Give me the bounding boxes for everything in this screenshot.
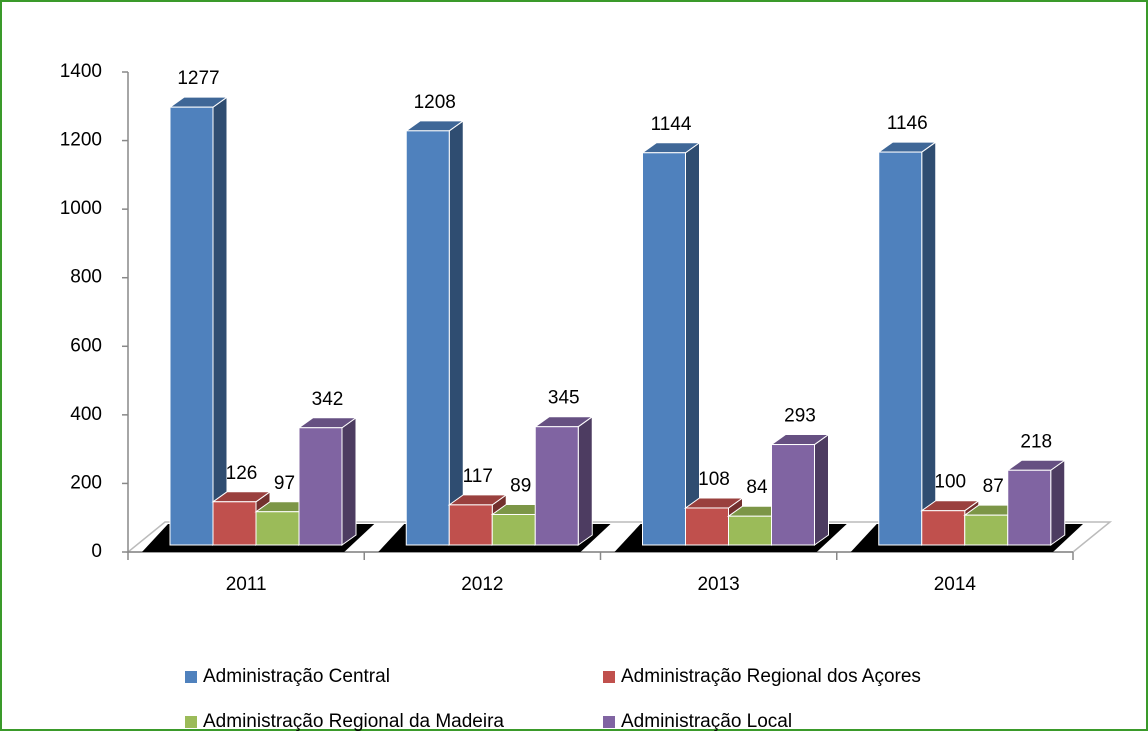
legend-label: Administração Regional da Madeira — [203, 711, 504, 731]
data-label: 1208 — [414, 92, 456, 113]
legend-label: Administração Regional dos Açores — [621, 666, 921, 687]
legend-swatch — [185, 671, 197, 683]
y-tick-label: 1400 — [60, 61, 102, 82]
y-tick-label: 1000 — [60, 198, 102, 219]
legend-swatch — [603, 671, 615, 683]
bar-3d — [297, 416, 358, 546]
data-label: 97 — [274, 473, 295, 494]
bar-3d — [769, 433, 831, 546]
data-label: 293 — [784, 406, 816, 427]
data-label: 126 — [226, 463, 258, 484]
bar — [878, 151, 923, 546]
bar — [771, 444, 815, 546]
x-tick-label: 2012 — [461, 574, 503, 595]
x-tick-label: 2011 — [226, 574, 267, 595]
legend-label: Administração Local — [621, 711, 792, 731]
data-label: 218 — [1020, 431, 1052, 452]
data-label: 100 — [934, 472, 966, 493]
y-tick-label: 600 — [70, 335, 102, 356]
bar-3d — [1006, 459, 1067, 546]
bar — [448, 504, 493, 546]
bar-side — [341, 416, 357, 546]
bar-3d — [640, 141, 702, 546]
bar-side — [577, 415, 593, 546]
y-tick-label: 800 — [70, 267, 102, 288]
bar-3d — [533, 415, 594, 546]
y-tick-label: 200 — [70, 472, 102, 493]
bar — [255, 511, 300, 546]
bar — [1007, 469, 1052, 546]
legend-label: Administração Central — [203, 666, 390, 687]
x-tick-label: 2013 — [697, 574, 739, 595]
bar — [728, 515, 772, 546]
bar — [642, 152, 686, 546]
data-label: 108 — [698, 469, 730, 490]
bar — [405, 130, 450, 546]
data-label: 342 — [312, 389, 344, 410]
bar — [534, 426, 579, 546]
data-label: 84 — [746, 477, 768, 498]
data-label: 87 — [983, 476, 1004, 497]
y-tick-label: 1200 — [60, 130, 102, 151]
bar — [685, 507, 729, 546]
bar-3d — [404, 119, 465, 546]
bar-3d — [168, 96, 229, 546]
bar — [491, 513, 536, 546]
data-label: 1144 — [651, 114, 692, 135]
bar — [169, 106, 214, 546]
bar-side — [1050, 459, 1066, 546]
legend-swatch — [185, 716, 197, 728]
data-label: 345 — [548, 388, 580, 409]
bar — [212, 501, 257, 546]
y-tick-label: 400 — [70, 404, 102, 425]
bar — [964, 514, 1009, 546]
data-label: 1277 — [177, 68, 219, 89]
y-tick-label: 0 — [91, 541, 102, 562]
bar-3d — [877, 141, 938, 546]
data-label: 1146 — [887, 113, 928, 134]
x-tick-label: 2014 — [934, 574, 977, 595]
bar — [921, 510, 966, 546]
bar-side — [448, 119, 464, 546]
bar-side — [814, 433, 829, 546]
bar — [298, 427, 343, 546]
data-label: 89 — [510, 476, 531, 497]
data-label: 117 — [463, 466, 493, 487]
legend-swatch — [603, 716, 615, 728]
